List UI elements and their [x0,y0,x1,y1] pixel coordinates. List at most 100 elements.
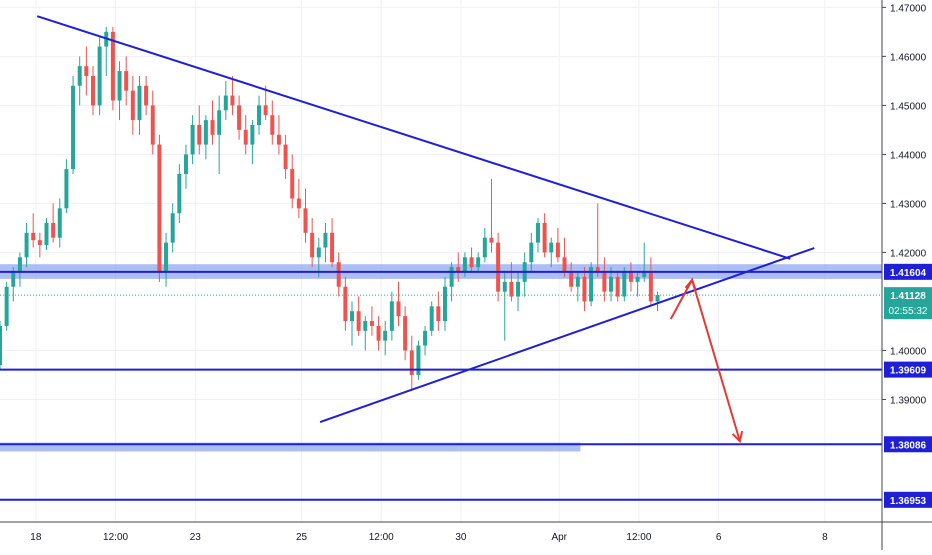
trendline-ascending-support [319,247,815,423]
projection-arrowhead [684,277,697,290]
candle-body [257,105,262,125]
candle-body [595,267,600,273]
level-price-label-box [884,491,932,508]
candle-body [283,144,288,170]
candle-body [635,276,640,282]
candle-body [223,95,228,111]
candle-body [456,267,461,273]
candle-body [336,262,341,287]
candle-body [263,105,268,116]
candle-body [130,90,135,121]
candle-body [589,267,594,302]
candle-body [243,129,248,145]
y-tick-label: 1.47000 [890,3,927,14]
y-tick-label: 1.40000 [890,346,927,357]
candle-body [496,242,501,292]
candle-body [516,281,521,297]
candle-body [363,321,368,331]
x-tick-label: 30 [455,532,467,543]
x-tick-label: 12:00 [369,532,394,543]
candle-body [622,272,627,297]
candle-body [423,330,428,346]
y-tick-label: 1.46000 [890,52,927,63]
candle-body [462,257,467,273]
level-price-label-box [884,361,932,378]
candle-body [383,330,388,341]
candle-body [429,306,434,331]
x-tick-label: 12:00 [103,532,128,543]
candle-body [90,75,95,106]
candle-body [157,144,162,273]
candle-body [51,223,56,238]
candle-body [535,223,540,243]
candle-body [642,272,647,277]
candle-body [296,198,301,209]
level-price-label-box [884,263,932,280]
level-price-label: 1.38086 [890,440,927,451]
candle-body [183,154,188,174]
candle-body [482,237,487,258]
candle-body [330,232,335,263]
y-tick-label: 1.44000 [890,150,927,161]
candle-body [276,134,281,145]
candle-body [602,272,607,292]
candle-body [542,223,547,253]
candle-body [369,321,374,326]
x-tick-label: 25 [296,532,308,543]
candle-body [197,124,202,145]
candle-body [144,85,149,106]
current-price-value: 1.41128 [890,291,926,302]
candle-body [303,208,308,233]
candle-body [237,105,242,130]
candle-body [436,306,441,322]
candle-body [24,232,29,258]
candle-body [549,242,554,253]
candle-body [270,115,275,135]
candle-body [343,286,348,322]
candle-body [655,295,660,302]
trendline-descending-resistance [36,15,791,260]
candle-body [17,257,22,273]
x-tick-label: 12:00 [626,532,651,543]
x-tick-label: 18 [30,532,42,543]
candle-body [529,242,534,263]
candle-body [177,174,182,214]
candle-body [476,257,481,268]
x-tick-label: 6 [716,532,722,543]
candle-body [210,120,215,135]
candle-body [356,311,361,331]
projection-arrowhead [731,430,744,444]
candle-body [449,267,454,287]
candle-body [0,325,2,366]
candle-body [203,120,208,145]
level-price-label: 1.41604 [890,268,927,279]
candle-body [323,232,328,248]
candle-body [137,85,142,121]
current-price-box [884,287,932,320]
candle-body [110,31,115,101]
candle-body [569,272,574,287]
level-price-label: 1.39609 [890,366,927,377]
candle-body [489,237,494,243]
y-tick-label: 1.42000 [890,248,927,259]
candle-body [442,286,447,322]
candle-body [310,232,315,258]
candle-body [230,95,235,106]
candle-body [77,66,82,86]
candle-body [150,105,155,145]
candle-body [71,85,76,170]
candle-body [217,110,222,135]
candle-body [170,213,175,243]
candle-body [84,66,89,76]
candle-body [509,281,514,297]
time-axis-panel [0,522,932,550]
candle-body [57,208,62,238]
candle-body [31,232,36,241]
y-tick-label: 1.45000 [890,101,927,112]
candle-body [250,124,255,145]
candle-body [64,169,69,209]
level-price-label: 1.36953 [890,496,927,507]
x-tick-label: 23 [190,532,202,543]
bar-countdown: 02:55:32 [889,306,928,317]
